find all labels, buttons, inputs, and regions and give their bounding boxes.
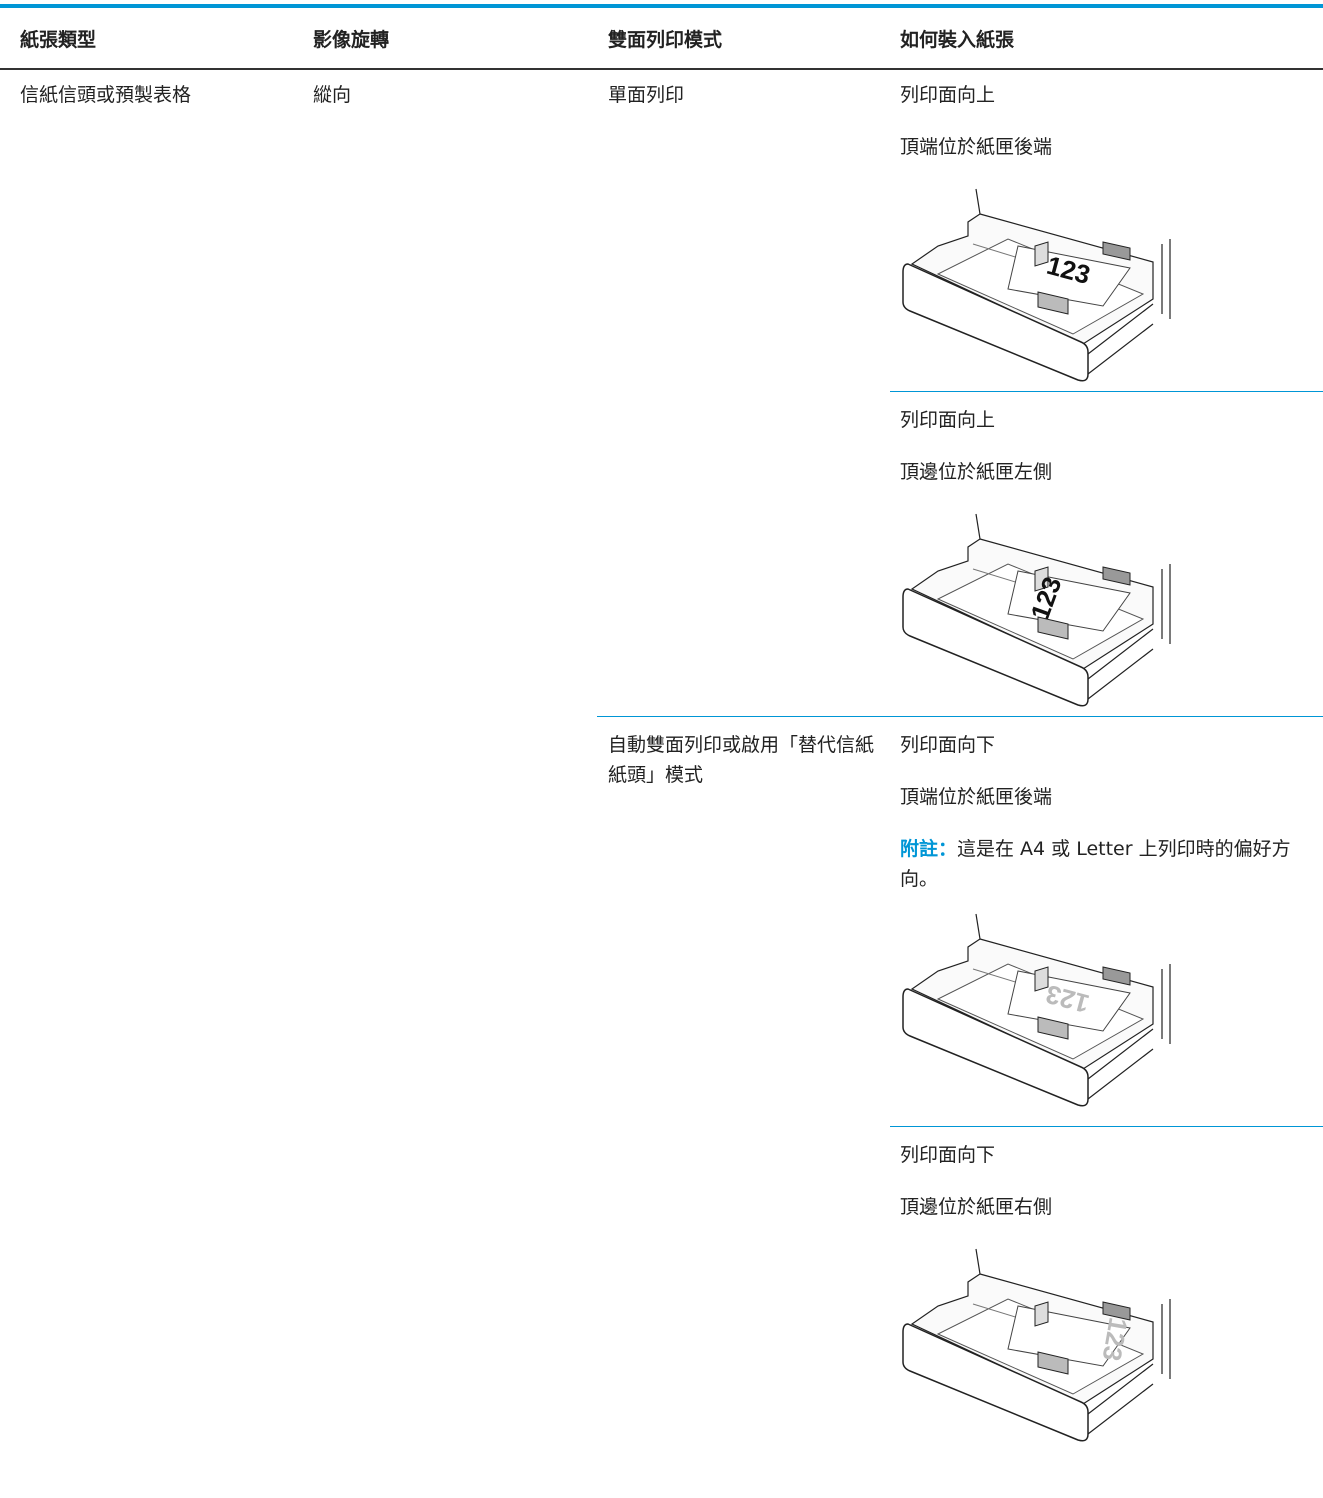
guide — [1102, 1301, 1131, 1321]
tray-illustration: 123 — [902, 1248, 1171, 1442]
tray-illustration: 123 — [902, 913, 1171, 1107]
cell: 縱向 — [313, 84, 352, 106]
note-label: 附註： — [900, 838, 958, 860]
guide — [1037, 1351, 1069, 1375]
tray-illustration: 123 — [902, 513, 1171, 707]
tray-front — [902, 1323, 1089, 1442]
note: 附註：這是在 A4 或 Letter 上列印時的偏好方向。 — [900, 834, 1320, 894]
tray-label: 123 — [1097, 1315, 1134, 1363]
option-text: 列印面向上 — [900, 84, 996, 106]
frame — [1161, 564, 1171, 644]
guide — [1102, 966, 1131, 986]
option-text: 列印面向上 — [900, 409, 996, 431]
guide — [1034, 241, 1049, 267]
option-text: 頂邊位於紙匣右側 — [900, 1196, 1053, 1218]
cell: 信紙信頭或預製表格 — [20, 84, 192, 106]
tray-illustration: 123 — [902, 188, 1171, 382]
option-text: 頂邊位於紙匣左側 — [900, 461, 1053, 483]
header-cell: 影像旋轉 — [313, 29, 390, 51]
note-text: 這是在 A4 或 Letter 上列印時的偏好方向。 — [900, 838, 1291, 890]
option-text: 列印面向下 — [900, 1144, 996, 1166]
guide — [1037, 1016, 1069, 1040]
tray-front — [902, 988, 1089, 1107]
header-rule — [0, 68, 1323, 70]
tray-front — [902, 263, 1089, 382]
header-cell: 紙張類型 — [20, 29, 97, 51]
frame — [1161, 964, 1171, 1044]
option-rule — [890, 391, 1323, 392]
header-cell: 如何裝入紙張 — [900, 29, 1015, 51]
cell: 單面列印 — [608, 84, 685, 106]
row-rule — [597, 716, 1323, 717]
option-rule — [890, 1126, 1323, 1127]
guide — [1034, 966, 1049, 992]
guide — [1102, 241, 1131, 261]
option-text: 列印面向下 — [900, 734, 996, 756]
tray-side — [1087, 303, 1154, 375]
header-cell: 雙面列印模式 — [608, 29, 723, 51]
guide — [1037, 616, 1069, 640]
frame — [1161, 1299, 1171, 1379]
cell: 自動雙面列印或啟用「替代信紙紙頭」模式 — [608, 734, 875, 786]
guide — [1034, 1301, 1049, 1327]
option-text: 頂端位於紙匣後端 — [900, 136, 1053, 158]
guide — [1034, 566, 1049, 592]
tray-side — [1087, 628, 1154, 700]
guide — [1037, 291, 1069, 315]
tray-front — [902, 588, 1089, 707]
tray-side — [1087, 1028, 1154, 1100]
guide — [1102, 566, 1131, 586]
tray-side — [1087, 1363, 1154, 1435]
top-rule — [0, 4, 1323, 8]
option-text: 頂端位於紙匣後端 — [900, 786, 1053, 808]
frame — [1161, 239, 1171, 319]
